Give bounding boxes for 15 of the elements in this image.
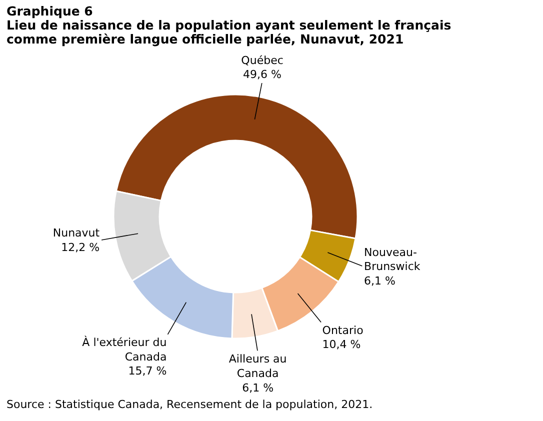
- data-label: 12,2 %: [61, 240, 100, 254]
- slice-label: Québec: [241, 54, 284, 67]
- slice-label: À l'extérieur du Canada: [82, 335, 167, 364]
- data-label: 15,7 %: [128, 364, 167, 378]
- slice-label: Ailleurs au Canada: [228, 352, 287, 380]
- slice-label: Nunavut: [52, 226, 100, 240]
- chart-subtitle: Lieu de naissance de la population ayant seulement le français comme première langue officielle parlée, Nunavut, 2021: [6, 18, 452, 46]
- slice-label: Ontario: [322, 324, 364, 337]
- data-label: 6,1 %: [364, 274, 396, 288]
- data-label: 6,1 %: [242, 381, 274, 394]
- data-label: 49,6 %: [243, 68, 282, 82]
- slice-label: Nouveau-Brunswick: [364, 246, 421, 274]
- data-label: 10,4 %: [322, 338, 361, 352]
- source-note: Source : Statistique Canada, Recensement de la population, 2021.: [6, 398, 373, 411]
- chart-title: Graphique 6: [6, 4, 94, 18]
